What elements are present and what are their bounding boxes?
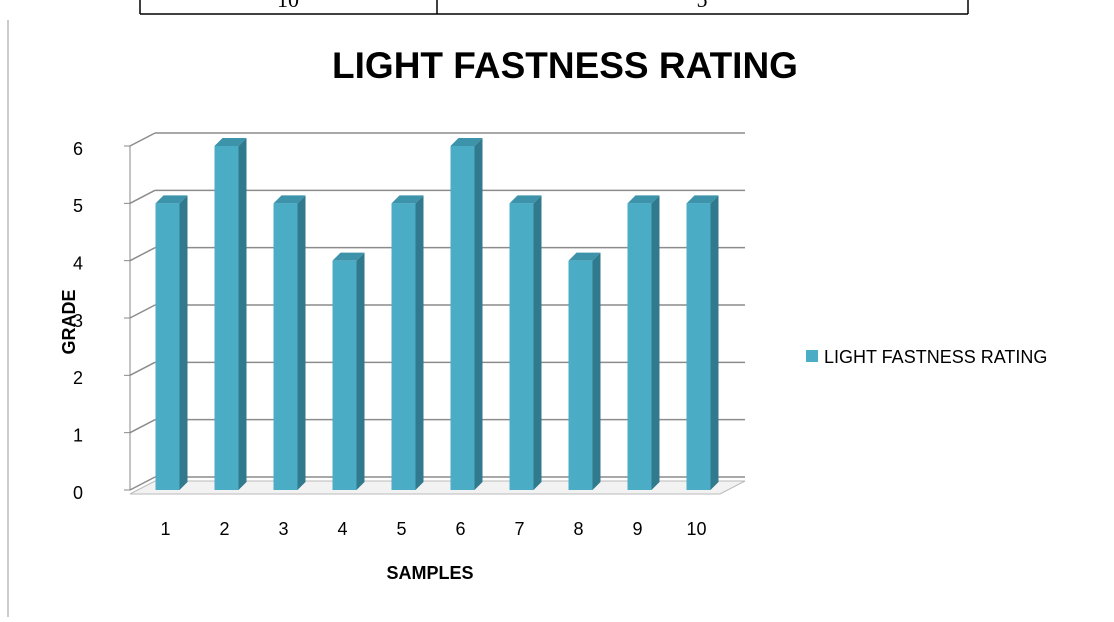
bar-top (391, 195, 424, 204)
legend-label: LIGHT FASTNESS RATING (824, 347, 1047, 367)
bar (686, 195, 719, 491)
x-axis-label: SAMPLES (386, 563, 473, 583)
bar-front (568, 260, 593, 490)
x-tick-label: 10 (686, 519, 706, 539)
bar-side (710, 195, 719, 491)
chart-title: LIGHT FASTNESS RATING (332, 45, 798, 86)
bar-top (568, 252, 601, 261)
bar-top (155, 195, 188, 204)
y-tick-label: 5 (73, 196, 83, 216)
bar-top (509, 195, 542, 204)
grid-line (129, 476, 156, 491)
bar (391, 195, 424, 491)
bar-top (273, 195, 306, 204)
bar-side (297, 195, 306, 491)
x-tick-label: 7 (514, 519, 524, 539)
grid-line (129, 419, 156, 434)
legend-swatch (806, 350, 818, 362)
bar-front (509, 203, 534, 491)
bar-front (391, 203, 416, 491)
bar-top (332, 252, 365, 261)
x-tick-label: 5 (396, 519, 406, 539)
bar-front (686, 203, 711, 491)
grid-line (129, 189, 156, 204)
x-tick-label: 3 (278, 519, 288, 539)
y-tick-label: 0 (73, 483, 83, 503)
bar-side (474, 138, 483, 490)
y-tick-label: 1 (73, 425, 83, 445)
y-tick-label: 4 (73, 253, 83, 273)
bar-front (332, 260, 357, 490)
bar-front (450, 146, 475, 490)
bar (332, 252, 365, 490)
bar-front (273, 203, 298, 491)
grid-line (129, 304, 156, 319)
bar (273, 195, 306, 491)
x-tick-label: 2 (219, 519, 229, 539)
table-cell: 10 (277, 0, 299, 12)
bar (155, 195, 188, 491)
bar (568, 252, 601, 490)
bar-top (686, 195, 719, 204)
bar-front (627, 203, 652, 491)
bar-side (533, 195, 542, 491)
bar (450, 138, 483, 490)
bar (214, 138, 247, 490)
x-tick-label: 8 (573, 519, 583, 539)
x-tick-label: 1 (160, 519, 170, 539)
bar-side (238, 138, 247, 490)
y-tick-label: 6 (73, 139, 83, 159)
bar (509, 195, 542, 491)
y-tick-label: 2 (73, 368, 83, 388)
bar-side (415, 195, 424, 491)
bar-top (627, 195, 660, 204)
bar-side (356, 252, 365, 490)
bar (627, 195, 660, 491)
x-tick-label: 4 (337, 519, 347, 539)
table-cell: 5 (697, 0, 708, 12)
grid-line (129, 361, 156, 376)
grid-line (129, 132, 156, 147)
grid-line (129, 247, 156, 262)
bar-top (214, 138, 247, 146)
bar-side (179, 195, 188, 491)
bar-front (214, 146, 239, 490)
y-axis-label: GRADE (59, 289, 79, 354)
bar-top (450, 138, 483, 146)
bar-side (651, 195, 660, 491)
x-tick-label: 9 (632, 519, 642, 539)
y-tick-label: 3 (73, 311, 83, 331)
x-tick-label: 6 (455, 519, 465, 539)
bar-front (155, 203, 180, 491)
table-fragment: 10 5 (139, 0, 969, 15)
bar-side (592, 252, 601, 490)
